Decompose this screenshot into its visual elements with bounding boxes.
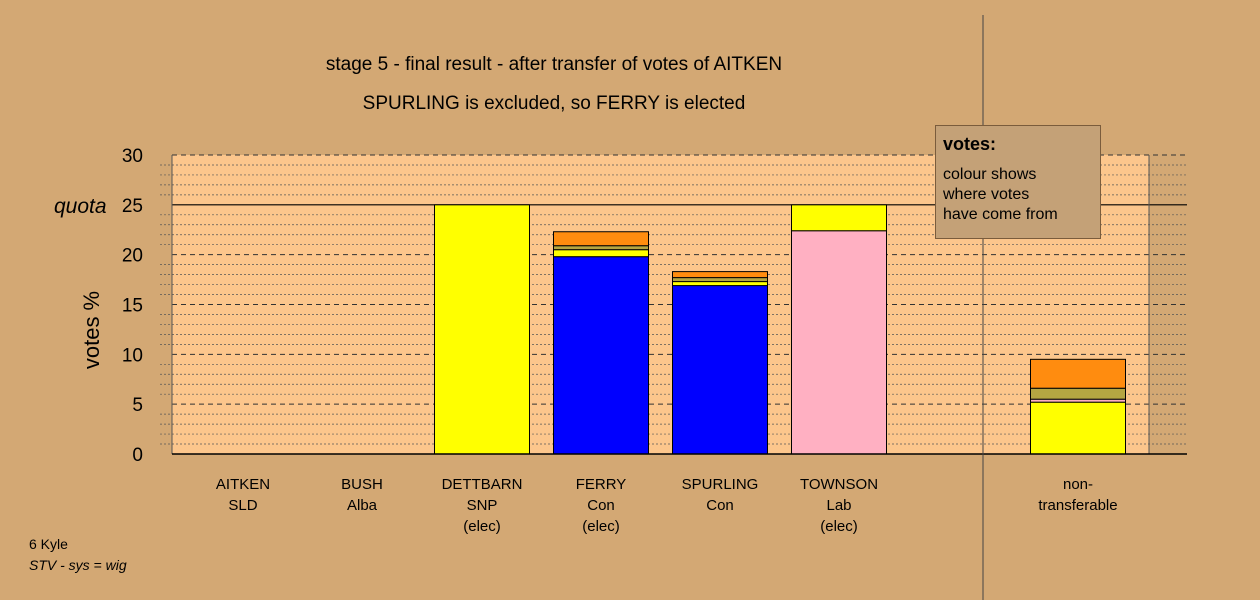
y-tick-label: 0	[132, 445, 143, 466]
bar-segment	[672, 281, 768, 287]
bar-segment	[1030, 358, 1126, 389]
bar-segment	[1030, 387, 1126, 400]
bar-segment	[553, 245, 649, 251]
y-axis-label: votes %	[79, 290, 104, 370]
x-tick-label: SPURLING	[682, 476, 759, 493]
x-tick-label: DETTBARN	[442, 476, 523, 493]
x-tick-label: FERRY	[576, 476, 627, 493]
y-tick-label: 5	[132, 395, 143, 416]
chart-subtitle: SPURLING is excluded, so FERRY is electe…	[362, 93, 746, 114]
legend-box: votes: colour shows where votes have com…	[935, 125, 1101, 239]
x-tick-label: BUSH	[341, 476, 383, 493]
x-tick-label: (elec)	[820, 518, 858, 535]
bar-segment	[553, 256, 649, 455]
bar-segment	[672, 285, 768, 455]
x-tick-label: Con	[706, 497, 734, 514]
y-tick-label: 20	[122, 246, 143, 267]
x-tick-label: AITKEN	[216, 476, 270, 493]
legend-title: votes:	[943, 134, 997, 154]
x-tick-label: SLD	[228, 497, 257, 514]
x-tick-label: (elec)	[463, 518, 501, 535]
bar-segment	[434, 204, 530, 455]
y-tick-label: 10	[122, 345, 143, 366]
x-tick-label: Con	[587, 497, 615, 514]
legend-line: where votes	[943, 186, 1030, 203]
chart-title: stage 5 - final result - after transfer …	[325, 54, 783, 75]
y-tick-label: 30	[122, 146, 143, 167]
legend-line: have come from	[943, 206, 1058, 223]
y-tick-label: 15	[122, 296, 143, 317]
bar-segment	[791, 230, 887, 455]
bar-segment	[1030, 401, 1126, 455]
quota-label: quota	[54, 195, 107, 218]
x-tick-label: (elec)	[582, 518, 620, 535]
x-tick-label: SNP	[467, 497, 498, 514]
bar-segment	[672, 271, 768, 279]
legend-line: colour shows	[943, 166, 1037, 183]
x-tick-label: Alba	[347, 497, 378, 514]
bar-segment	[672, 277, 768, 283]
ward-label: 6 Kyle	[29, 536, 68, 552]
x-tick-label: transferable	[1038, 497, 1117, 514]
x-tick-label: TOWNSON	[800, 476, 878, 493]
bar-segment	[791, 204, 887, 232]
system-label: STV - sys = wig	[29, 557, 127, 573]
bar-segment	[553, 249, 649, 258]
x-tick-label: non-	[1063, 476, 1093, 493]
bar-segment	[553, 231, 649, 247]
x-tick-label: Lab	[826, 497, 851, 514]
y-tick-label: 25	[122, 196, 143, 217]
